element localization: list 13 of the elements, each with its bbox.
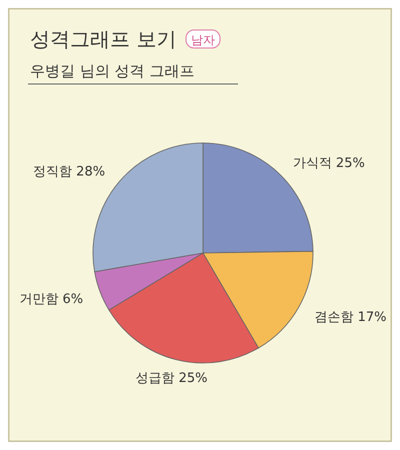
chart-subtitle: 우병길 님의 성격 그래프 xyxy=(30,62,194,80)
text: 남자 xyxy=(191,33,215,47)
slice-label: 거만함 xyxy=(19,292,58,307)
slice-label: 가식적 xyxy=(292,156,332,171)
slice-label: 성급함 xyxy=(135,371,174,386)
slice-label: 정직함 xyxy=(33,164,72,180)
chart-title: 성격그래프 보기 xyxy=(30,27,176,51)
data-label: 25% xyxy=(178,371,208,386)
data-label: 25% xyxy=(336,156,365,171)
data-label: 28% xyxy=(76,164,106,180)
data-label: 6% xyxy=(62,292,84,307)
data-label: 17% xyxy=(358,310,387,325)
slice-label: 겸손함 xyxy=(314,310,354,325)
